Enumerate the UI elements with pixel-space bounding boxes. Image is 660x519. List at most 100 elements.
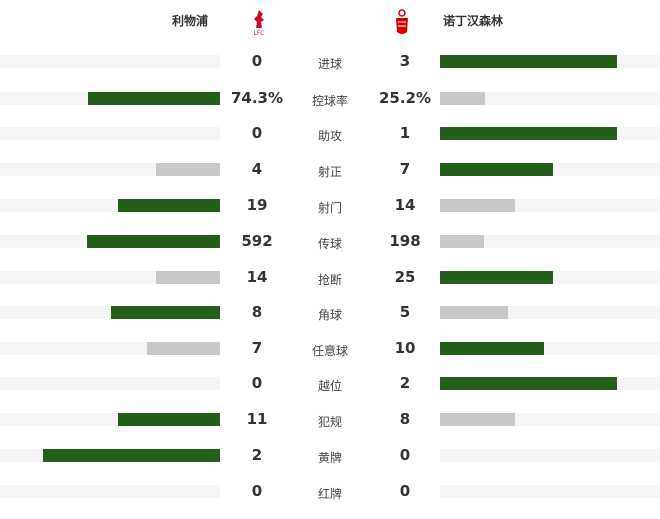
home-bar xyxy=(87,92,220,105)
stat-label: 控球率 xyxy=(311,94,348,108)
home-bar xyxy=(155,163,220,176)
stat-row: 0 进球 3 xyxy=(0,52,660,72)
stat-row: 0 红牌 0 xyxy=(0,482,660,502)
away-bar xyxy=(440,377,617,390)
home-value: 11 xyxy=(246,410,268,428)
away-track xyxy=(440,199,660,212)
away-value: 1 xyxy=(399,124,411,142)
away-track xyxy=(440,235,660,248)
home-value: 0 xyxy=(251,374,263,392)
away-track xyxy=(440,449,660,462)
stat-row: 0 越位 2 xyxy=(0,374,660,394)
home-track xyxy=(0,413,220,426)
home-value: 0 xyxy=(251,482,263,500)
away-bar xyxy=(440,199,516,212)
stat-label: 射正 xyxy=(317,165,342,179)
away-value: 198 xyxy=(389,232,421,250)
home-track xyxy=(0,342,220,355)
away-bar xyxy=(440,92,485,105)
stat-label: 射门 xyxy=(317,201,342,215)
stat-row: 11 犯规 8 xyxy=(0,410,660,430)
away-track xyxy=(440,485,660,498)
home-value: 8 xyxy=(251,303,263,321)
stat-row: 4 射正 7 xyxy=(0,160,660,180)
away-track xyxy=(440,55,660,68)
home-bar xyxy=(87,235,220,248)
home-team-name: 利物浦 xyxy=(172,14,209,28)
away-bar xyxy=(440,413,515,426)
away-value: 25.2% xyxy=(378,89,432,107)
home-bar xyxy=(118,199,220,212)
home-track xyxy=(0,127,220,140)
away-value: 2 xyxy=(399,374,411,392)
stat-label: 红牌 xyxy=(317,487,342,501)
home-bar xyxy=(147,342,220,355)
stat-row: 19 射门 14 xyxy=(0,196,660,216)
stat-label: 角球 xyxy=(317,308,342,322)
svg-text:LFC: LFC xyxy=(254,30,265,37)
stat-label: 犯规 xyxy=(317,415,342,429)
away-value: 8 xyxy=(399,410,411,428)
home-value: 2 xyxy=(251,446,263,464)
home-value: 14 xyxy=(246,268,268,286)
away-track xyxy=(440,271,660,284)
home-track xyxy=(0,55,220,68)
away-value: 5 xyxy=(399,303,411,321)
away-bar xyxy=(440,271,554,284)
stat-row: 8 角球 5 xyxy=(0,303,660,323)
home-bar xyxy=(43,449,220,462)
away-track xyxy=(440,127,660,140)
away-value: 3 xyxy=(399,52,411,70)
home-track xyxy=(0,235,220,248)
away-value: 14 xyxy=(394,196,416,214)
stat-label: 进球 xyxy=(317,57,342,71)
stat-label: 黄牌 xyxy=(317,451,342,465)
home-value: 7 xyxy=(251,339,263,357)
home-track xyxy=(0,306,220,319)
away-bar xyxy=(440,163,553,176)
home-value: 4 xyxy=(251,160,263,178)
home-bar xyxy=(117,413,220,426)
home-track xyxy=(0,163,220,176)
home-value: 74.3% xyxy=(230,89,284,107)
stat-label: 越位 xyxy=(317,379,342,393)
away-track xyxy=(440,92,660,105)
home-value: 592 xyxy=(241,232,273,250)
away-track xyxy=(440,306,660,319)
away-team-name: 诺丁汉森林 xyxy=(443,14,504,28)
home-bar xyxy=(156,271,220,284)
home-track xyxy=(0,485,220,498)
home-value: 19 xyxy=(246,196,268,214)
stat-row: 2 黄牌 0 xyxy=(0,446,660,466)
away-track xyxy=(440,377,660,390)
home-track xyxy=(0,449,220,462)
away-value: 10 xyxy=(394,339,416,357)
stat-label: 抢断 xyxy=(317,273,342,287)
stat-label: 传球 xyxy=(317,237,342,251)
match-header: 利物浦 LFC 诺丁汉森林 xyxy=(0,0,660,44)
stat-row: 14 抢断 25 xyxy=(0,268,660,288)
away-value: 0 xyxy=(399,446,411,464)
home-bar xyxy=(111,306,220,319)
home-track xyxy=(0,377,220,390)
stat-row: 7 任意球 10 xyxy=(0,339,660,359)
stat-label: 助攻 xyxy=(317,129,342,143)
stat-row: 0 助攻 1 xyxy=(0,124,660,144)
away-bar xyxy=(440,235,485,248)
away-track xyxy=(440,342,660,355)
home-track xyxy=(0,92,220,105)
home-track xyxy=(0,199,220,212)
away-track xyxy=(440,163,660,176)
stat-row: 592 传球 198 xyxy=(0,232,660,252)
home-track xyxy=(0,271,220,284)
stat-label: 任意球 xyxy=(311,344,348,358)
home-value: 0 xyxy=(251,52,263,70)
away-bar xyxy=(440,55,617,68)
away-bar xyxy=(440,306,509,319)
away-value: 25 xyxy=(394,268,416,286)
away-track xyxy=(440,413,660,426)
away-value: 7 xyxy=(399,160,411,178)
home-value: 0 xyxy=(251,124,263,142)
stat-row: 74.3% 控球率 25.2% xyxy=(0,89,660,109)
forest-logo-icon xyxy=(396,9,408,34)
